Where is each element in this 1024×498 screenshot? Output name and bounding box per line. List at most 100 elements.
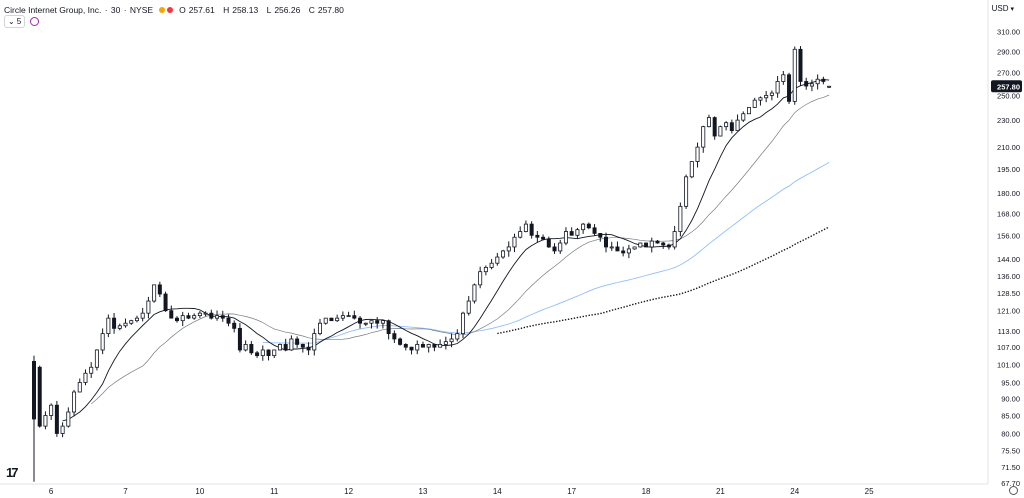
candle-body (94, 349, 99, 368)
x-tick-label: 21 (716, 487, 725, 496)
candle-body (409, 346, 414, 351)
y-tick-label: 75.50 (1001, 447, 1020, 456)
y-tick-label: 128.50 (997, 289, 1020, 298)
chevron-down-icon: ▾ (1010, 5, 1014, 13)
symbol-title[interactable]: Circle Internet Group, Inc. (4, 5, 102, 15)
y-tick-label: 144.00 (997, 255, 1020, 264)
candle-body (489, 262, 494, 268)
candle-body (329, 317, 334, 322)
candle-body (827, 85, 832, 88)
y-tick-label: 136.00 (997, 272, 1020, 281)
candle-body (729, 122, 734, 132)
candle-body (323, 317, 328, 324)
candle-body (157, 284, 162, 295)
candle-body (741, 113, 746, 121)
candle-body (529, 223, 534, 236)
candle-body (209, 312, 214, 319)
y-tick-label: 310.00 (997, 28, 1020, 37)
currency-label: USD (991, 4, 1009, 13)
x-tick-label: 11 (270, 487, 279, 496)
candle-body (32, 360, 37, 420)
low-value: 256.26 (274, 5, 301, 15)
candle-body (420, 344, 425, 348)
candle-body (512, 236, 517, 248)
candle-body (129, 320, 134, 324)
candle-body (615, 246, 620, 252)
eye-icon[interactable] (30, 17, 40, 26)
candle-body (523, 223, 528, 232)
candle-body (77, 382, 82, 393)
ma-line-blue (262, 162, 830, 344)
candle-body (804, 81, 809, 87)
candle-body (598, 233, 603, 238)
candle-body (283, 344, 288, 351)
y-tick-label: 90.00 (1001, 395, 1020, 404)
candle-body (666, 244, 671, 248)
candle-body (203, 312, 208, 315)
y-tick-label: 156.00 (997, 231, 1020, 240)
candle-body (266, 349, 271, 357)
candle-body (123, 322, 128, 327)
candle-body (472, 284, 477, 302)
y-tick-label: 113.00 (998, 327, 1020, 336)
x-tick-label: 24 (790, 487, 799, 496)
y-tick-label: 250.00 (997, 91, 1020, 100)
x-tick-label: 10 (195, 487, 204, 496)
y-tick-label: 80.00 (1001, 429, 1020, 438)
x-tick-label: 13 (419, 487, 428, 496)
x-tick-label: 17 (567, 487, 576, 496)
candle-body (169, 310, 174, 319)
candle-body (592, 227, 597, 234)
candle-body (432, 344, 437, 348)
candle-body (272, 349, 277, 357)
candle-body (140, 312, 145, 319)
candle-body (192, 315, 197, 319)
y-tick-label: 107.00 (997, 343, 1020, 352)
x-tick-label: 12 (344, 487, 353, 496)
candle-body (712, 117, 717, 137)
gear-icon[interactable] (1009, 486, 1018, 495)
candle-body (180, 315, 185, 322)
exchange-label: NYSE (129, 5, 154, 15)
candle-body (569, 231, 574, 236)
candle-body (237, 327, 242, 351)
candle-body (415, 344, 420, 351)
candle-body (186, 315, 191, 319)
last-price-badge (991, 80, 1022, 93)
market-status[interactable] (159, 7, 175, 13)
candle-body (100, 333, 105, 351)
candle-body (649, 240, 654, 248)
candle-body (552, 246, 557, 252)
y-tick-label: 290.00 (997, 47, 1020, 56)
interval-label[interactable]: 30 (110, 5, 121, 15)
candle-body (781, 74, 786, 82)
candle-body (541, 236, 546, 240)
x-tick-label: 18 (642, 487, 651, 496)
candle-body (718, 126, 723, 137)
ma-line-dotted (497, 226, 830, 335)
candle-body (535, 234, 540, 238)
candle-body (443, 341, 448, 345)
y-tick-label: 101.00 (997, 360, 1020, 369)
candle-body (340, 315, 345, 319)
candle-body (352, 315, 357, 319)
indicator-toggle-bar: ⌄ 5 (4, 15, 40, 28)
candle-body (689, 161, 694, 178)
candle-body (632, 246, 637, 250)
tradingview-logo-icon[interactable]: 17 (6, 465, 19, 480)
candle-body (312, 333, 317, 351)
candle-body (220, 315, 225, 319)
x-tick-label: 25 (865, 487, 874, 496)
indicators-collapse-button[interactable]: ⌄ 5 (4, 15, 26, 28)
y-tick-label: 95.00 (1001, 378, 1020, 387)
candle-body (277, 344, 282, 351)
candle-body (575, 229, 580, 236)
candle-body (403, 344, 408, 348)
currency-selector[interactable]: USD ▾ (992, 4, 1014, 13)
candle-body (758, 97, 763, 101)
candle-body (695, 146, 700, 162)
candle-body (43, 415, 48, 427)
candle-body (495, 256, 500, 264)
candle-body (764, 94, 769, 99)
